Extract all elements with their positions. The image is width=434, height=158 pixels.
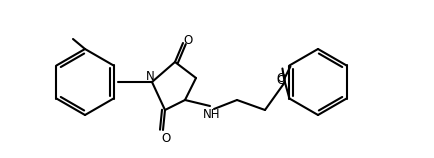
Text: O: O [276,74,286,87]
Text: O: O [183,34,192,48]
Text: O: O [161,131,170,145]
Text: O: O [276,72,285,85]
Text: N: N [145,70,154,82]
Text: NH: NH [203,107,220,121]
